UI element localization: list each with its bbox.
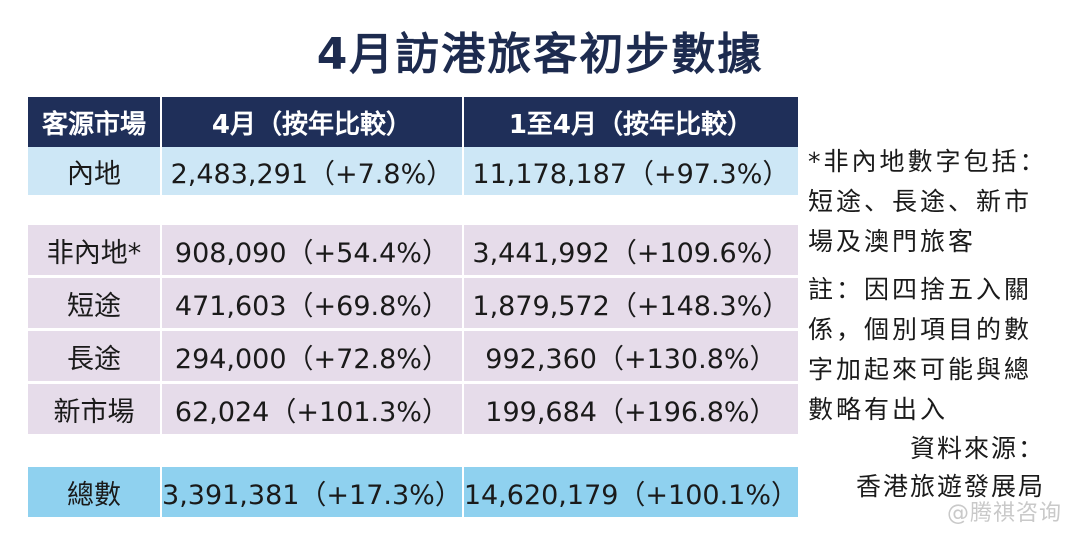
header-april: 4月（按年比較） (162, 97, 464, 147)
page-title: 4月訪港旅客初步數據 (316, 29, 764, 80)
header-jan-apr: 1至4月（按年比較） (463, 97, 798, 147)
jan-apr-cell: 199,684（+196.8%） (463, 384, 798, 437)
jan-apr-cell: 11,178,187（+97.3%） (463, 147, 798, 195)
table-header-row: 客源市場 4月（按年比較） 1至4月（按年比較） (28, 97, 798, 147)
visitor-data-table: 客源市場 4月（按年比較） 1至4月（按年比較） 內地 2,483,291（+7… (28, 97, 798, 517)
april-cell: 294,000（+72.8%） (162, 331, 464, 384)
row-spacer (28, 437, 798, 467)
market-cell: 新市場 (28, 384, 163, 437)
table-row: 新市場 62,024（+101.3%） 199,684（+196.8%） (28, 384, 798, 437)
non-mainland-note: *非內地數字包括：短途、長途、新市場及澳門旅客 (808, 147, 1048, 256)
row-spacer (28, 195, 798, 225)
april-cell: 62,024（+101.3%） (162, 384, 464, 437)
jan-apr-cell: 3,441,992（+109.6%） (463, 225, 798, 278)
total-april-cell: 3,391,381（+17.3%） (162, 467, 464, 517)
table-row: 內地 2,483,291（+7.8%） 11,178,187（+97.3%） (28, 147, 798, 195)
table-row: 短途 471,603（+69.8%） 1,879,572（+148.3%） (28, 278, 798, 331)
market-cell: 長途 (28, 331, 163, 384)
total-label-cell: 總數 (28, 467, 163, 517)
table-row: 長途 294,000（+72.8%） 992,360（+130.8%） (28, 331, 798, 384)
jan-apr-cell: 992,360（+130.8%） (463, 331, 798, 384)
market-cell: 非內地* (28, 225, 163, 278)
april-cell: 2,483,291（+7.8%） (162, 147, 464, 195)
footnotes: *非內地數字包括：短途、長途、新市場及澳門旅客 註：因四捨五入關係，個別項目的數… (808, 142, 1058, 438)
market-cell: 短途 (28, 278, 163, 331)
watermark: @腾祺咨询 (946, 501, 1062, 526)
market-cell: 內地 (28, 147, 163, 195)
source-org: 香港旅遊發展局 (855, 472, 1045, 501)
april-cell: 471,603（+69.8%） (162, 278, 464, 331)
jan-apr-cell: 1,879,572（+148.3%） (463, 278, 798, 331)
source-label: 資料來源： (909, 434, 1045, 463)
source-credit: 資料來源： 香港旅遊發展局 (840, 430, 1045, 506)
table-row: 非內地* 908,090（+54.4%） 3,441,992（+109.6%） (28, 225, 798, 278)
total-jan-apr-cell: 14,620,179（+100.1%） (463, 467, 798, 517)
rounding-note: 註：因四捨五入關係，個別項目的數字加起來可能與總數略有出入 (808, 275, 1033, 424)
april-cell: 908,090（+54.4%） (162, 225, 464, 278)
total-row: 總數 3,391,381（+17.3%） 14,620,179（+100.1%） (28, 467, 798, 517)
header-market: 客源市場 (28, 97, 163, 147)
